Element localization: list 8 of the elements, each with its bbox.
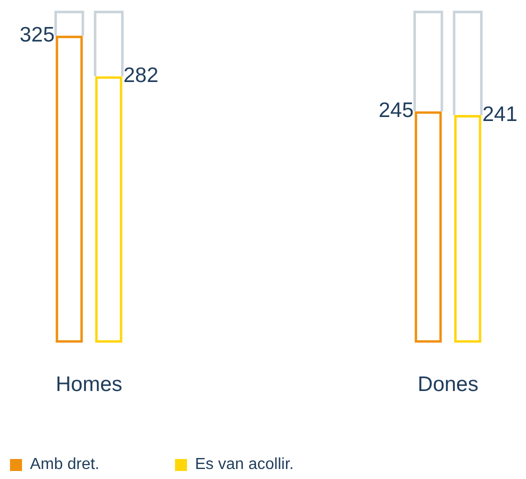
x-tick-label: Dones	[418, 373, 478, 396]
data-label: 245	[378, 99, 414, 122]
x-tick-label: Homes	[56, 373, 122, 396]
data-label: 241	[482, 102, 518, 126]
data-label: 282	[123, 64, 158, 88]
data-label: 325	[20, 23, 55, 46]
legend-label: Es van acollir.	[195, 456, 294, 474]
legend-label: Amb dret.	[30, 456, 100, 474]
